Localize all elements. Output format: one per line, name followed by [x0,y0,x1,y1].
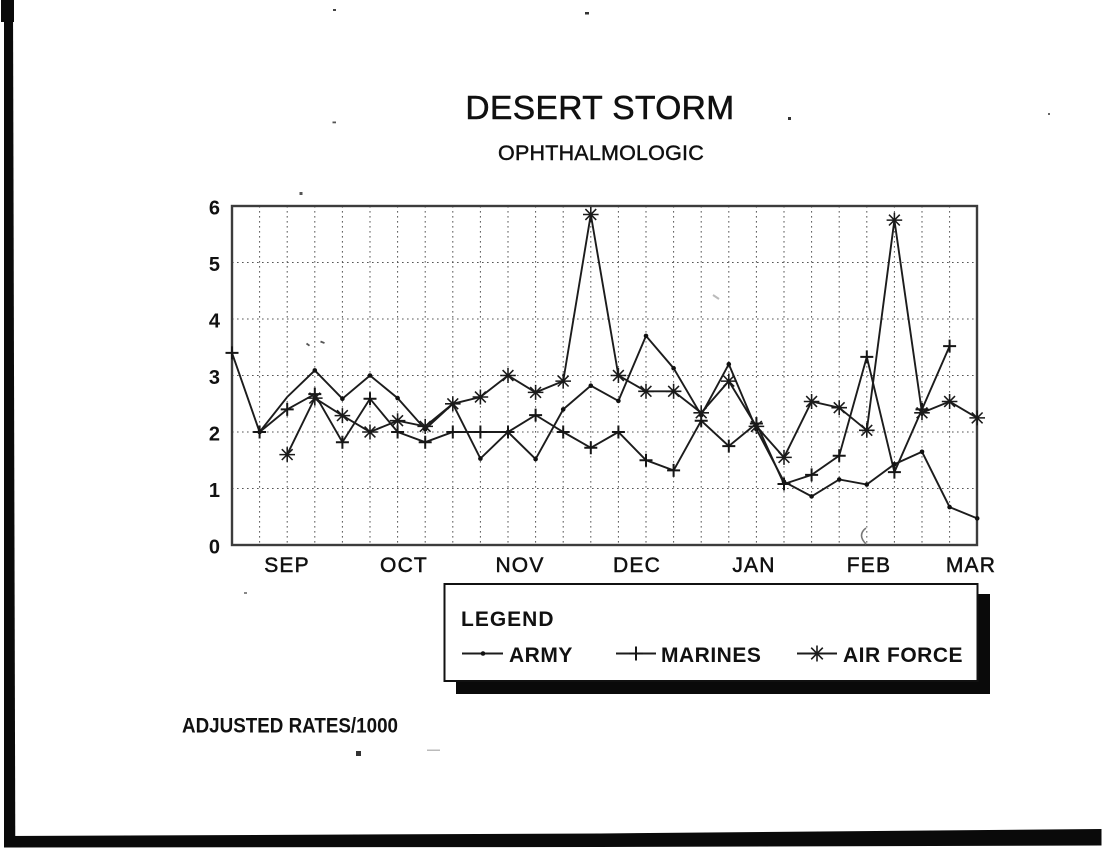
svg-text:LEGEND: LEGEND [461,608,555,631]
svg-text:6: 6 [209,198,220,220]
svg-text:0: 0 [209,537,220,559]
svg-text:5: 5 [209,254,220,276]
svg-text:1: 1 [209,480,220,502]
svg-text:OPHTHALMOLOGIC: OPHTHALMOLOGIC [498,141,704,165]
svg-text:ADJUSTED RATES/1000: ADJUSTED RATES/1000 [182,715,398,738]
svg-text:ARMY: ARMY [509,644,573,667]
svg-text:OCT: OCT [380,554,428,577]
svg-text:DEC: DEC [613,554,661,577]
svg-text:MAR: MAR [946,554,996,577]
svg-text:4: 4 [209,311,221,333]
svg-text:AIR FORCE: AIR FORCE [843,644,963,667]
svg-text:3: 3 [209,367,220,389]
svg-text:2: 2 [209,424,220,446]
svg-text:DESERT STORM: DESERT STORM [465,90,734,127]
svg-text:NOV: NOV [495,554,544,577]
svg-text:MARINES: MARINES [661,644,761,667]
svg-text:SEP: SEP [264,554,310,577]
svg-text:JAN: JAN [732,554,775,577]
svg-text:FEB: FEB [847,554,891,577]
